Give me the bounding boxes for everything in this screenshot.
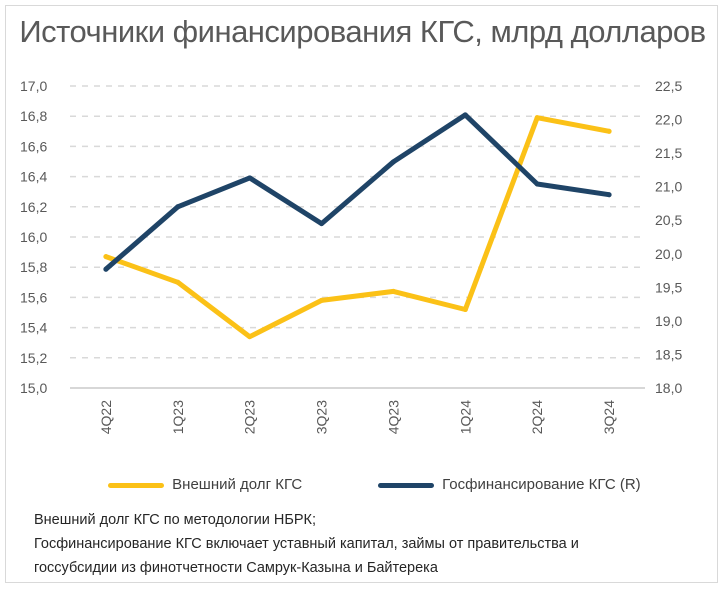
data-point-state-funding	[606, 192, 612, 198]
data-point-state-funding	[247, 175, 253, 181]
series-line-state-funding	[103, 112, 612, 272]
legend-item-external-debt: Внешний долг КГС	[108, 476, 302, 493]
right-tick-label: 22,0	[655, 112, 682, 128]
left-tick-label: 16,0	[20, 229, 47, 245]
left-tick-label: 16,8	[20, 108, 47, 124]
right-tick-label: 19,5	[655, 279, 682, 295]
data-point-external-debt	[247, 334, 253, 340]
x-tick-label: 3Q24	[601, 400, 617, 434]
right-tick-label: 18,0	[655, 380, 682, 396]
left-tick-label: 15,2	[20, 350, 47, 366]
footnote-line: Внешний долг КГС по методологии НБРК;	[34, 512, 317, 528]
right-tick-label: 21,0	[655, 179, 682, 195]
right-tick-label: 21,5	[655, 145, 682, 161]
line-chart: 15,0 15,2 15,4 15,6 15,8 16,0 16,2 16,4 16,6 16,8…	[20, 78, 682, 434]
right-tick-label: 19,0	[655, 313, 682, 329]
data-point-external-debt	[606, 128, 612, 134]
x-tick-label: 2Q24	[529, 400, 545, 434]
data-point-external-debt	[534, 115, 540, 121]
left-tick-label: 15,6	[20, 289, 47, 305]
left-tick-label: 16,4	[20, 169, 47, 185]
data-point-external-debt	[462, 306, 468, 312]
x-tick-label: 1Q23	[170, 400, 186, 434]
left-axis-ticks: 15,0 15,2 15,4 15,6 15,8 16,0 16,2 16,4 16,6 16,8…	[20, 78, 47, 396]
data-point-state-funding	[462, 112, 468, 118]
legend-label-state-funding: Госфинансирование КГС (R)	[442, 476, 641, 493]
gridlines	[70, 85, 645, 389]
x-axis-ticks: 4Q22 1Q23 2Q23 3Q23 4Q23 1Q24 2Q24 3Q24	[98, 400, 617, 434]
legend-label-external-debt: Внешний долг КГС	[172, 476, 303, 493]
right-tick-label: 20,5	[655, 212, 682, 228]
x-tick-label: 4Q23	[385, 400, 401, 434]
data-point-state-funding	[103, 266, 109, 272]
left-tick-label: 15,4	[20, 320, 47, 336]
data-point-external-debt	[103, 254, 109, 260]
footnotes: Внешний долг КГС по методологии НБРК; Го…	[34, 508, 579, 580]
data-point-state-funding	[534, 181, 540, 187]
legend-item-state-funding: Госфинансирование КГС (R)	[378, 476, 641, 493]
data-point-external-debt	[175, 279, 181, 285]
data-point-external-debt	[319, 297, 325, 303]
right-tick-label: 20,0	[655, 246, 682, 262]
left-tick-label: 15,8	[20, 259, 47, 275]
data-point-external-debt	[390, 288, 396, 294]
legend-swatch-external-debt	[108, 482, 164, 488]
x-tick-label: 2Q23	[242, 400, 258, 434]
left-tick-label: 16,6	[20, 138, 47, 154]
series-line-external-debt	[103, 115, 612, 340]
data-point-state-funding	[175, 204, 181, 210]
series-lines	[103, 112, 612, 340]
right-axis-ticks: 18,0 18,5 19,0 19,5 20,0 20,5 21,0 21,5 22,0 22,5	[655, 78, 682, 396]
legend-swatch-state-funding	[378, 482, 434, 488]
data-point-state-funding	[390, 159, 396, 165]
left-tick-label: 17,0	[20, 78, 47, 94]
chart-title: Источники финансирования КГС, млрд долла…	[19, 14, 706, 49]
footnote-line: Госфинансирование КГС включает уставный …	[34, 536, 579, 552]
data-point-state-funding	[319, 221, 325, 227]
left-tick-label: 15,0	[20, 380, 47, 396]
right-tick-label: 22,5	[655, 78, 682, 94]
x-tick-label: 1Q24	[457, 400, 473, 434]
footnote-line: госсубсидии из финотчетности Самрук-Казы…	[34, 560, 438, 576]
left-tick-label: 16,2	[20, 199, 47, 215]
x-tick-label: 3Q23	[314, 400, 330, 434]
right-tick-label: 18,5	[655, 346, 682, 362]
x-tick-label: 4Q22	[98, 400, 114, 434]
